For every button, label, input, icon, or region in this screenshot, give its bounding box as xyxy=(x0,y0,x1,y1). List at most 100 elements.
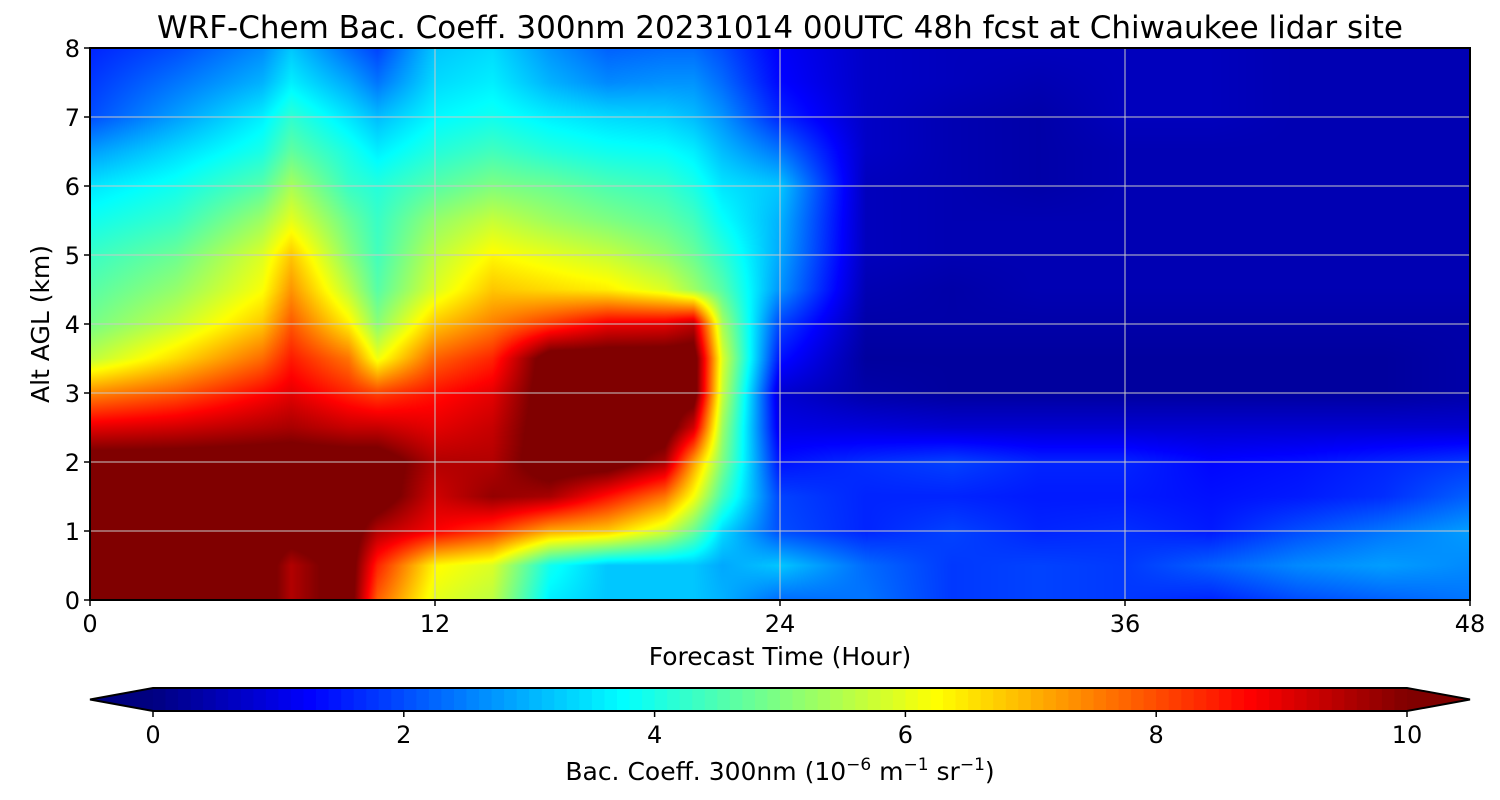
colorbar-segment xyxy=(930,688,944,711)
colorbar-segment xyxy=(303,688,317,711)
colorbar-segment xyxy=(1356,688,1370,711)
colorbar-segment xyxy=(1168,688,1182,711)
colorbar-segment xyxy=(316,688,330,711)
colorbar-extend-max xyxy=(1407,688,1470,711)
colorbar-segment xyxy=(717,688,731,711)
colorbar-tick-label: 8 xyxy=(1149,721,1164,749)
colorbar-segment xyxy=(554,688,568,711)
colorbar-segment xyxy=(416,688,430,711)
chart-title: WRF-Chem Bac. Coeff. 300nm 20231014 00UT… xyxy=(157,10,1403,46)
colorbar-ticks: 0 2 4 6 8 10 xyxy=(145,711,1422,749)
colorbar-segment xyxy=(667,688,681,711)
x-axis: 0 12 24 36 48 xyxy=(82,600,1485,638)
colorbar-segment xyxy=(253,688,267,711)
colorbar-segment xyxy=(441,688,455,711)
y-tick-label: 0 xyxy=(65,587,80,615)
colorbar-segment xyxy=(391,688,405,711)
colorbar-segment xyxy=(654,688,668,711)
colorbar-segment xyxy=(1106,688,1120,711)
colorbar-segment xyxy=(792,688,806,711)
colorbar-segment xyxy=(1068,688,1082,711)
colorbar-segment xyxy=(1156,688,1170,711)
colorbar-segment xyxy=(428,688,443,711)
colorbar-segment xyxy=(479,688,493,711)
colorbar-label-suffix: ) xyxy=(985,757,995,786)
colorbar-segment xyxy=(1256,688,1270,711)
colorbar-label: Bac. Coeff. 300nm (10−6 m−1 sr−1) xyxy=(565,755,994,786)
colorbar-tick-label: 2 xyxy=(396,721,411,749)
colorbar-segment xyxy=(516,688,530,711)
colorbar-segment xyxy=(1381,688,1396,711)
x-tick-label: 36 xyxy=(1110,610,1141,638)
colorbar-segment xyxy=(917,688,932,711)
colorbar-label-exp3: −1 xyxy=(960,755,985,775)
y-tick-label: 3 xyxy=(65,380,80,408)
y-tick-label: 4 xyxy=(65,311,80,339)
y-axis-label: Alt AGL (km) xyxy=(26,245,55,403)
colorbar-tick-label: 0 xyxy=(145,721,160,749)
colorbar-segment xyxy=(993,688,1007,711)
colorbar-segment xyxy=(604,688,618,711)
colorbar-segment xyxy=(240,688,254,711)
colorbar-segment xyxy=(165,688,179,711)
colorbar-segment xyxy=(1018,688,1032,711)
colorbar-segment xyxy=(780,688,794,711)
colorbar-label-mid: m xyxy=(871,757,903,786)
colorbar-segment xyxy=(579,688,593,711)
colorbar-segment xyxy=(504,688,518,711)
colorbar-segment xyxy=(529,688,543,711)
colorbar-segment xyxy=(1143,688,1157,711)
colorbar-segment xyxy=(341,688,355,711)
colorbar-tick-label: 4 xyxy=(647,721,662,749)
colorbar-segment xyxy=(980,688,994,711)
colorbar-segment xyxy=(1118,688,1132,711)
colorbar-segment xyxy=(1281,688,1295,711)
colorbar-segment xyxy=(742,688,756,711)
colorbar-segment xyxy=(692,688,706,711)
colorbar-segment xyxy=(1306,688,1320,711)
colorbar-label-mid2: sr xyxy=(929,757,961,786)
colorbar-segment xyxy=(704,688,718,711)
colorbar-segment xyxy=(541,688,555,711)
x-tick-label: 12 xyxy=(420,610,451,638)
colorbar-segment xyxy=(591,688,606,711)
colorbar-segment xyxy=(616,688,631,711)
colorbar-label-exp1: −6 xyxy=(846,755,871,775)
colorbar-segment xyxy=(955,688,969,711)
colorbar-segment xyxy=(943,688,957,711)
colorbar-segment xyxy=(290,688,305,711)
colorbar-segment xyxy=(366,688,380,711)
colorbar-tick-label: 6 xyxy=(898,721,913,749)
y-tick-label: 2 xyxy=(65,449,80,477)
colorbar-segment xyxy=(215,688,229,711)
colorbar-segment xyxy=(1055,688,1070,711)
colorbar-segment xyxy=(642,688,656,711)
y-tick-label: 6 xyxy=(65,173,80,201)
colorbar-segment xyxy=(1206,688,1220,711)
colorbar-segment xyxy=(880,688,894,711)
colorbar-segment xyxy=(328,688,342,711)
colorbar-segment xyxy=(1394,688,1408,711)
colorbar-segment xyxy=(1218,688,1233,711)
colorbar-segment xyxy=(1243,688,1258,711)
colorbar-segment xyxy=(178,688,192,711)
colorbar-segment xyxy=(228,688,242,711)
colorbar[interactable] xyxy=(89,687,1471,712)
colorbar-segment xyxy=(767,688,781,711)
colorbar-segment xyxy=(679,688,693,711)
colorbar-segment xyxy=(1344,688,1358,711)
colorbar-segment xyxy=(378,688,392,711)
colorbar-segment xyxy=(1030,688,1044,711)
colorbar-segment xyxy=(892,688,906,711)
colorbar-segment xyxy=(855,688,869,711)
colorbar-segment xyxy=(153,688,167,711)
colorbar-segment xyxy=(278,688,292,711)
colorbar-segment xyxy=(1181,688,1195,711)
colorbar-segment xyxy=(905,688,919,711)
colorbar-segment xyxy=(754,688,769,711)
colorbar-segment xyxy=(1231,688,1245,711)
colorbar-segment xyxy=(1080,688,1095,711)
x-tick-label: 48 xyxy=(1455,610,1486,638)
colorbar-segment xyxy=(353,688,367,711)
colorbar-segment xyxy=(842,688,856,711)
